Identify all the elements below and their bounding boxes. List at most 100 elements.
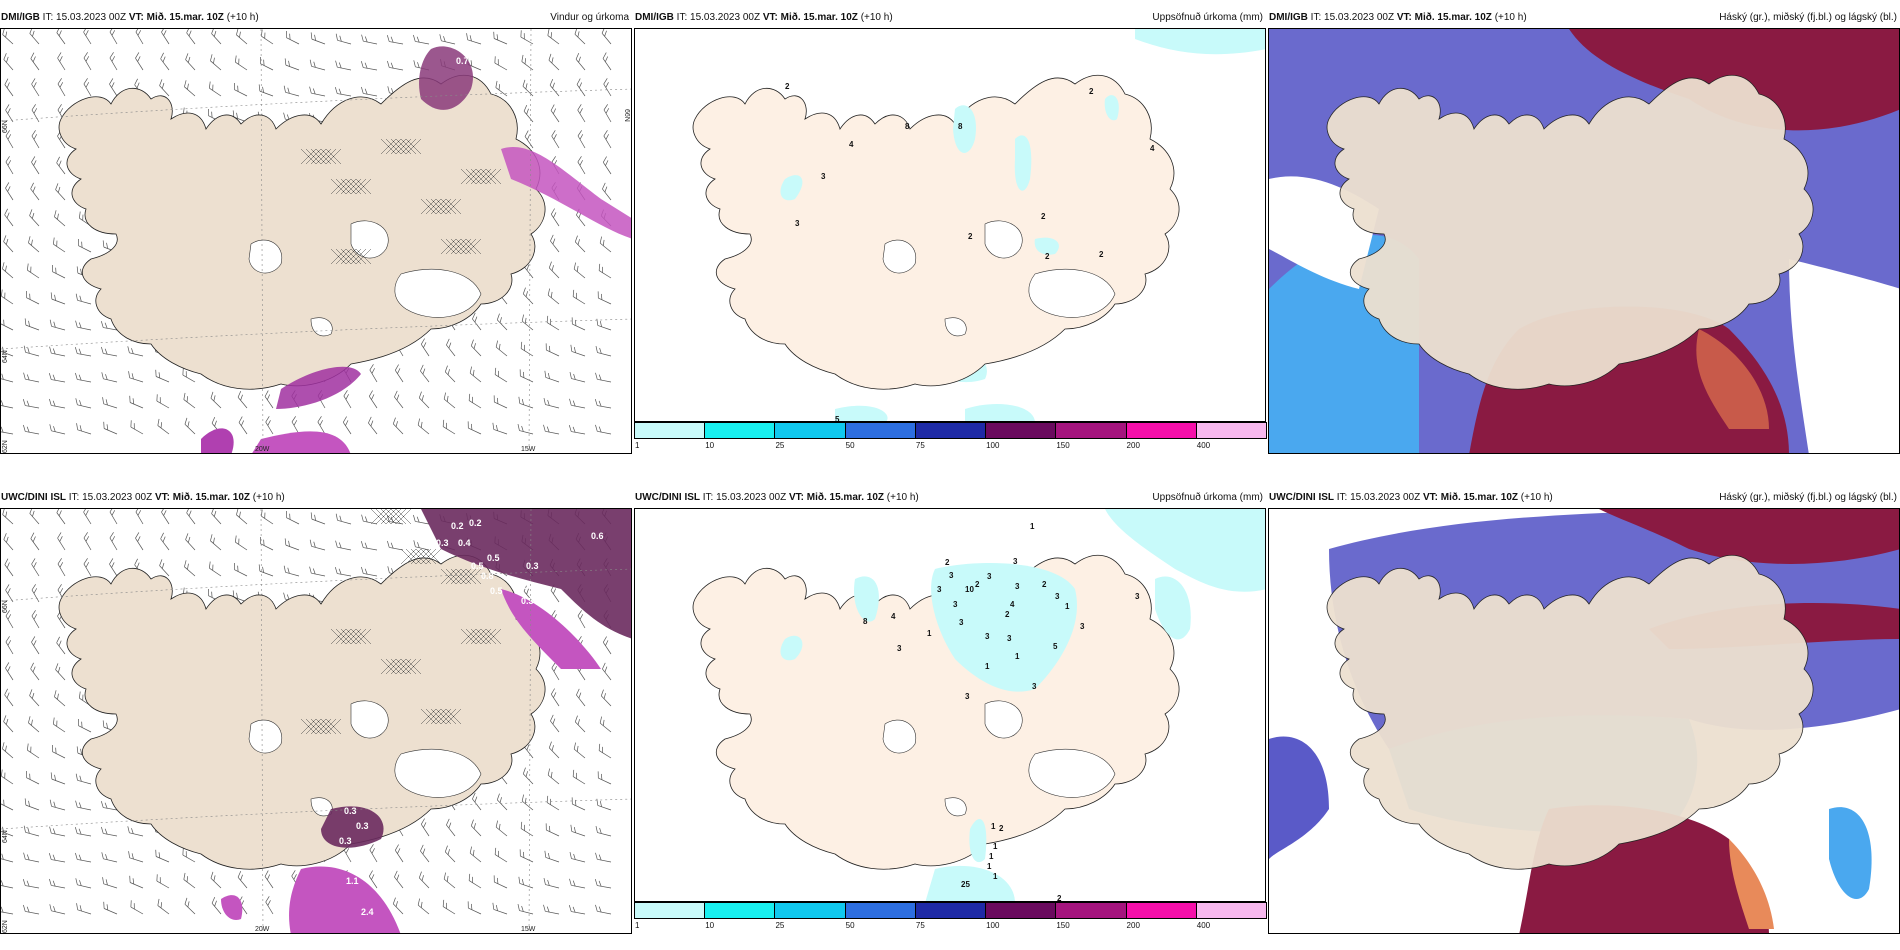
wind-barb [543,904,560,915]
wind-barb [2,742,14,759]
wind-barb [334,87,352,97]
wind-barb [394,364,404,383]
colorbar-tick-label: 25 [775,441,785,450]
colorbar-tick-label: 10 [705,921,715,930]
value-label: 1 [991,822,996,831]
map-area[interactable]: 0.7 0.4 66N 64N 62N 20W 15W 66N [0,28,632,454]
value-label: 1 [987,862,992,871]
lead-time: (+10 h) [252,492,285,503]
wind-barb [157,418,170,435]
hatch-line [485,168,502,185]
svg-text:66N: 66N [623,109,630,122]
wind-barb [83,509,92,525]
wind-barb [30,532,40,551]
lead-time: (+10 h) [860,12,893,23]
wind-barb [74,347,92,357]
hatched-areas [300,138,502,265]
wind-barb [5,130,14,149]
wind-barb [161,509,170,525]
hatch-line [350,178,367,195]
value-label: 0.3 [537,593,550,603]
wind-barb [264,870,274,889]
wind-barb [184,897,196,915]
wind-barb [210,391,222,409]
wind-barb [602,636,612,655]
map-area[interactable]: 0.2 0.2 0.3 0.4 0.5 0.6 0.5 0.3 0.8 0.5 0.5 0.3 0.3 0… [0,508,632,934]
lead-time: (+10 h) [886,492,919,503]
glacier [944,797,967,817]
valid-time: VT: Mið. 15.mar. 10Z [762,12,858,23]
map-area[interactable] [1268,28,1900,454]
value-label: 2 [999,824,1004,833]
wind-barb [1,426,14,435]
svg-text:20W: 20W [255,446,270,453]
wind-barb [2,29,14,45]
wind-barb [574,715,586,733]
wind-barb [155,849,170,863]
value-label: 3 [953,600,958,609]
wind-barb [54,210,66,227]
wind-barb [27,743,40,759]
wind-barb [29,29,40,45]
value-label: 2 [975,580,980,589]
wind-barb [48,373,66,383]
wind-barb [543,397,560,409]
value-label: 0.3 [521,596,534,606]
wind-barb [49,319,66,331]
value-label: 8 [905,122,910,131]
model-name: DMI/IGB [1,12,40,23]
wind-barb [49,904,66,915]
glacier [984,700,1023,739]
map-area[interactable] [1268,508,1900,934]
wind-barb [185,53,196,71]
init-time: IT: 15.03.2023 00Z [702,492,787,503]
glaciers [248,700,482,817]
wind-barb [544,850,560,863]
value-label: 0.3 [436,538,449,548]
wind-barb [543,424,560,435]
wind-barb [23,345,40,357]
value-label: 0.5 [471,561,484,571]
value-label: 1 [1065,602,1070,611]
wind-barb [550,208,560,227]
wind-barb [577,130,586,149]
wind-barb [4,208,14,227]
wind-barb [3,235,14,253]
wind-barb [76,903,92,915]
svg-text:62N: 62N [2,440,9,453]
valid-time: VT: Mið. 15.mar. 10Z [154,492,251,503]
wind-barb [548,741,560,759]
hatch-line [395,509,412,525]
wind-barb [522,767,534,785]
wind-barb [439,34,456,45]
glacier [248,239,283,274]
wind-barb [261,509,274,525]
wind-barb [260,536,274,551]
map-area[interactable]: 2 8 4 3 2 3 2 2 2 2 5 8 4 [634,28,1266,422]
wind-barb [1,769,14,785]
wind-barb [361,86,378,97]
glaciers [882,700,1116,817]
value-label: 4 [1010,600,1015,609]
wind-barb [309,539,326,551]
graticule [1,509,631,933]
colorbar-segment [844,422,916,439]
map-area[interactable]: 1 2 3 3 10 3 2 3 4 3 2 3 3 1 3 8 4 3 3 1 1 2 3 1 3 5 3 3 1 2 1 1 1 1 25 2 3 [634,508,1266,902]
value-labels: 0.7 0.4 [456,56,544,71]
wind-barb [569,851,586,863]
wind-barb [361,34,378,45]
wind-barb [493,395,508,409]
hatch-line [440,198,457,215]
wind-barb [22,399,40,409]
wind-barb [596,318,612,331]
wind-barb [413,34,430,45]
wind-barb [182,368,196,383]
wind-barb [56,509,66,525]
hatch-line [355,178,372,195]
hatch-line [405,658,422,675]
wind-barb [283,565,300,577]
value-label: 0.2 [469,518,482,528]
wind-barb [83,52,92,71]
value-label: 3 [987,572,992,581]
